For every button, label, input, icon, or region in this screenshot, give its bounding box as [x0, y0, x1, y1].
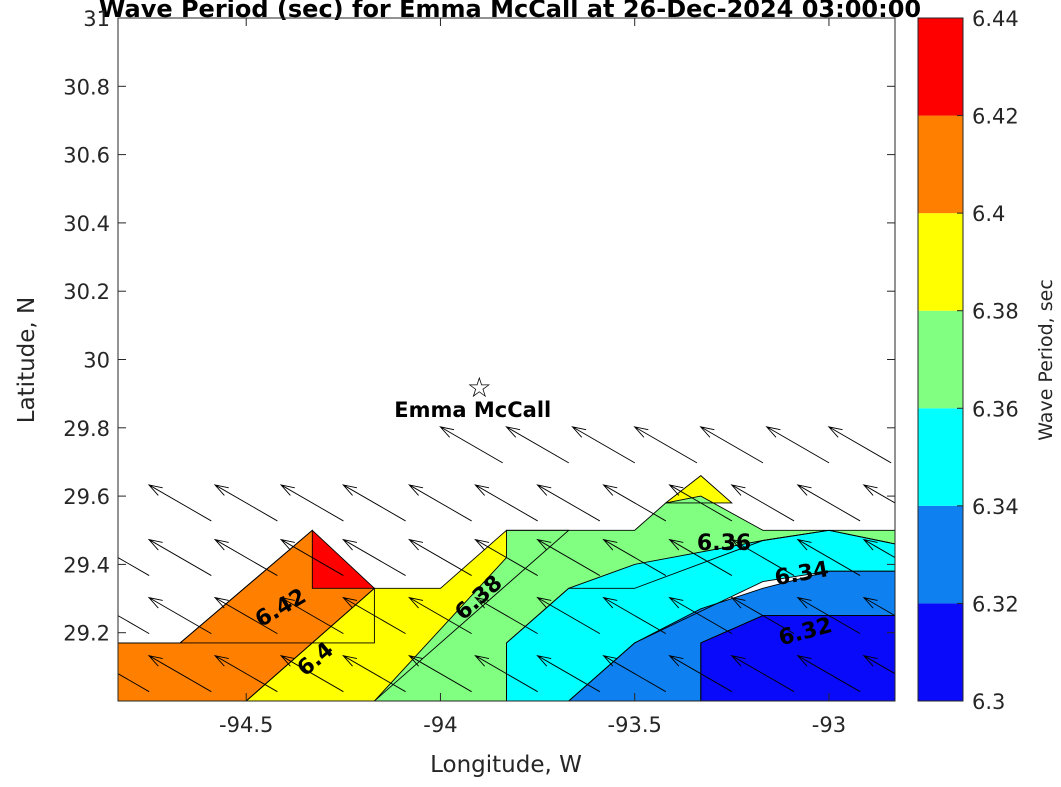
- wave-arrow: [149, 598, 211, 634]
- colorbar-band: [918, 213, 963, 311]
- wave-arrow: [798, 485, 860, 521]
- colorbar-band: [918, 506, 963, 604]
- y-axis-label: Latitude, N: [14, 297, 40, 424]
- y-tick-label: 29.2: [63, 622, 110, 646]
- x-tick-label: -94.5: [219, 713, 273, 737]
- wave-arrow: [537, 485, 599, 521]
- colorbar-tick-label: 6.38: [972, 300, 1019, 324]
- wave-arrow: [829, 427, 891, 463]
- y-tick-label: 30.8: [63, 75, 110, 99]
- wave-arrow: [440, 427, 502, 463]
- colorbar-band: [918, 311, 963, 409]
- colorbar: [918, 18, 963, 701]
- colorbar-tick-label: 6.32: [972, 592, 1019, 616]
- y-tick-label: 30.4: [63, 212, 110, 236]
- wave-arrow: [767, 427, 829, 463]
- y-tick-label: 29.8: [63, 417, 110, 441]
- colorbar-band: [918, 408, 963, 506]
- wave-arrow: [149, 485, 211, 521]
- wave-arrow: [409, 485, 471, 521]
- wave-arrow: [281, 485, 343, 521]
- contour-label: 6.36: [697, 531, 751, 556]
- wave-arrow: [409, 540, 471, 576]
- wave-arrow: [149, 540, 211, 576]
- y-tick-label: 29.4: [63, 553, 110, 577]
- wave-arrow: [604, 485, 666, 521]
- colorbar-tick-label: 6.4: [972, 202, 1005, 226]
- y-tick-label: 31: [83, 7, 110, 31]
- x-tick-label: -93: [812, 713, 846, 737]
- colorbar-tick-label: 6.44: [972, 7, 1019, 31]
- colorbar-tick-label: 6.36: [972, 397, 1019, 421]
- y-tick-label: 30.2: [63, 280, 110, 304]
- station-marker: ☆Emma McCall: [394, 371, 551, 422]
- x-tick-label: -94: [423, 713, 457, 737]
- wave-arrow: [215, 485, 277, 521]
- wave-arrow: [732, 485, 794, 521]
- wave-arrow: [572, 427, 634, 463]
- wave-arrow: [635, 427, 697, 463]
- x-tick-label: -93.5: [608, 713, 662, 737]
- station-name: Emma McCall: [394, 398, 551, 422]
- x-axis-label: Longitude, W: [430, 752, 582, 778]
- wave-arrow: [215, 540, 277, 576]
- y-tick-label: 30.6: [63, 144, 110, 168]
- colorbar-ticks: 6.3 6.32 6.34 6.36 6.38 6.4 6.42 6.44: [957, 7, 1019, 714]
- colorbar-band: [918, 116, 963, 214]
- y-tick-label: 30: [83, 349, 110, 373]
- wave-arrow: [506, 427, 568, 463]
- chart-title: Wave Period (sec) for Emma McCall at 26-…: [99, 0, 921, 23]
- colorbar-tick-label: 6.34: [972, 495, 1019, 519]
- wave-arrow: [701, 427, 763, 463]
- y-tick-label: 29.6: [63, 485, 110, 509]
- colorbar-band: [918, 603, 963, 701]
- wave-arrow: [475, 485, 537, 521]
- colorbar-tick-label: 6.42: [972, 105, 1019, 129]
- colorbar-tick-label: 6.3: [972, 690, 1005, 714]
- colorbar-label: Wave Period, sec: [1035, 279, 1057, 441]
- wave-arrow: [343, 485, 405, 521]
- colorbar-band: [918, 18, 963, 116]
